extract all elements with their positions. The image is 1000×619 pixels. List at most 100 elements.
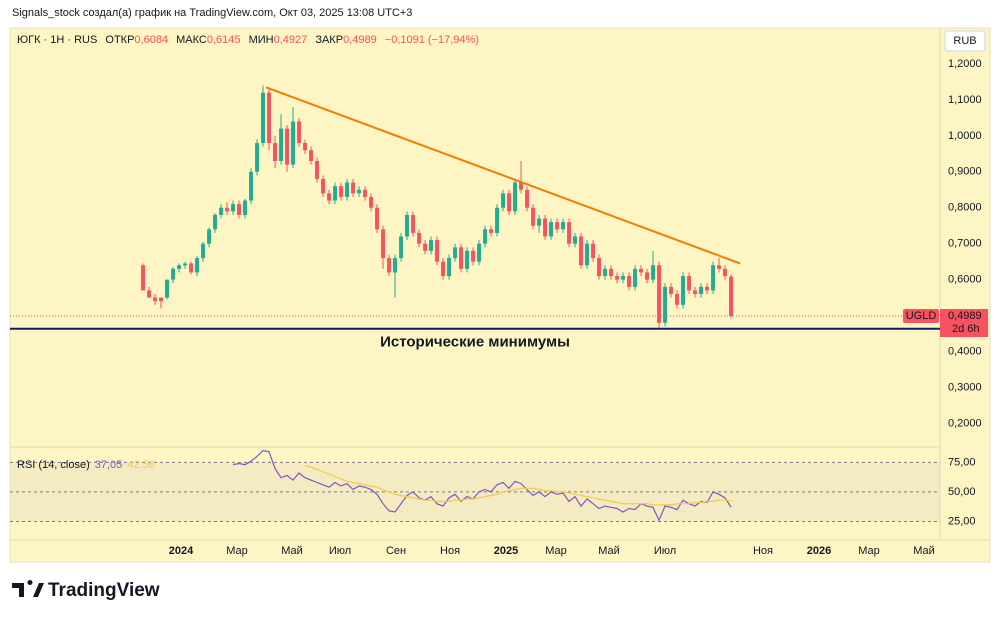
x-tick-label: Мар bbox=[226, 545, 248, 557]
last-price-label: 0,4989 bbox=[948, 310, 982, 322]
candle-body bbox=[483, 229, 487, 244]
candle-body bbox=[165, 279, 169, 298]
symbol: ЮГК · 1Н · RUS bbox=[17, 34, 97, 46]
candle-body bbox=[519, 182, 523, 190]
close-label: ЗАКР bbox=[315, 34, 343, 46]
candle-body bbox=[531, 207, 535, 226]
candle-body bbox=[549, 222, 553, 237]
rsi-tick-label: 50,00 bbox=[948, 486, 976, 498]
candle-body bbox=[705, 286, 709, 291]
candle-body bbox=[351, 182, 355, 194]
candle-body bbox=[189, 263, 193, 273]
y-tick-label: 0,2000 bbox=[948, 417, 982, 429]
footer: TradingView bbox=[48, 580, 160, 601]
candle-body bbox=[357, 189, 361, 194]
candle-body bbox=[219, 207, 223, 215]
x-tick-label: 2024 bbox=[169, 545, 194, 557]
candle-body bbox=[681, 276, 685, 305]
high: 0,6145 bbox=[207, 34, 241, 46]
candle-body bbox=[555, 222, 559, 230]
legend: ЮГК · 1Н · RUS ОТКР0,6084 МАКС0,6145 МИН… bbox=[17, 34, 479, 46]
x-tick-label: Май bbox=[598, 545, 620, 557]
candle-body bbox=[687, 276, 691, 291]
candle-body bbox=[321, 178, 325, 194]
candle-body bbox=[375, 207, 379, 230]
candle-body bbox=[153, 297, 157, 302]
candle-body bbox=[543, 218, 547, 237]
candle-body bbox=[447, 258, 451, 277]
x-tick-label: Мар bbox=[545, 545, 567, 557]
candle-body bbox=[591, 243, 595, 259]
candle-body bbox=[183, 263, 187, 266]
chart-background bbox=[9, 27, 991, 563]
candle-body bbox=[291, 121, 295, 165]
candle-body bbox=[645, 272, 649, 280]
y-tick-label: 1,0000 bbox=[948, 130, 982, 142]
candle-body bbox=[651, 265, 655, 280]
x-tick-label: Май bbox=[281, 545, 303, 557]
header: Signals_stock создал(а) график на Tradin… bbox=[12, 7, 412, 19]
candle-body bbox=[171, 268, 175, 280]
candle-body bbox=[285, 128, 289, 165]
ticker-label: UGLD bbox=[906, 310, 937, 322]
candle-body bbox=[693, 290, 697, 295]
candle-body bbox=[435, 240, 439, 262]
candle-body bbox=[405, 214, 409, 237]
trendline bbox=[265, 86, 741, 265]
candle-body bbox=[423, 243, 427, 251]
candle-body bbox=[615, 276, 619, 280]
open: 0,6084 bbox=[134, 34, 168, 46]
candle-body bbox=[723, 268, 727, 277]
candle-body bbox=[711, 265, 715, 291]
candle-body bbox=[381, 229, 385, 259]
candle-body bbox=[441, 261, 445, 277]
x-tick-label: Сен bbox=[386, 545, 406, 557]
change: −0,1091 (−17,94%) bbox=[385, 34, 479, 46]
x-tick-label: Июл bbox=[654, 545, 676, 557]
candle-body bbox=[333, 186, 337, 201]
rsi-line bbox=[232, 449, 732, 522]
candle-body bbox=[213, 214, 217, 230]
currency-box bbox=[944, 30, 986, 52]
candle-body bbox=[537, 218, 541, 226]
candle-body bbox=[309, 150, 313, 162]
logo: TradingView bbox=[12, 580, 160, 601]
high-label: МАКС bbox=[176, 34, 207, 46]
candle-body bbox=[597, 258, 601, 277]
x-tick-label: Май bbox=[913, 545, 935, 557]
y-tick-label: 0,8000 bbox=[948, 202, 982, 214]
legend-entry: 42,56 bbox=[127, 459, 155, 471]
candle-body bbox=[639, 268, 643, 273]
candle-body bbox=[387, 258, 391, 273]
y-tick-label: 0,9000 bbox=[948, 166, 982, 178]
candle-body bbox=[669, 286, 673, 295]
rsi-line bbox=[304, 465, 732, 506]
legend-entry: 37,05 bbox=[95, 459, 123, 471]
candle-body bbox=[465, 250, 469, 269]
candle-body bbox=[363, 189, 367, 197]
candle-body bbox=[249, 171, 253, 201]
candle-body bbox=[255, 143, 259, 172]
candle-body bbox=[237, 204, 241, 215]
candle-body bbox=[399, 236, 403, 259]
x-tick-label: Июл bbox=[329, 545, 351, 557]
candle-body bbox=[207, 229, 211, 244]
countdown-label: 2d 6h bbox=[952, 323, 980, 335]
open-label: ОТКР bbox=[105, 34, 134, 46]
candle-body bbox=[501, 193, 505, 208]
candle-body bbox=[675, 294, 679, 305]
candle-body bbox=[141, 265, 145, 291]
ticker-box bbox=[903, 308, 939, 323]
candle-body bbox=[453, 247, 457, 259]
candle-body bbox=[633, 268, 637, 287]
y-tick-label: 0,3000 bbox=[948, 381, 982, 393]
candle-body bbox=[729, 276, 733, 316]
candle-body bbox=[303, 143, 307, 151]
candle-body bbox=[267, 92, 271, 144]
y-tick-label: 0,6000 bbox=[948, 274, 982, 286]
candle-body bbox=[471, 250, 475, 262]
candle-body bbox=[273, 143, 277, 162]
candle-body bbox=[231, 204, 235, 212]
x-tick-label: Ноя bbox=[753, 545, 773, 557]
candle-body bbox=[525, 189, 529, 208]
